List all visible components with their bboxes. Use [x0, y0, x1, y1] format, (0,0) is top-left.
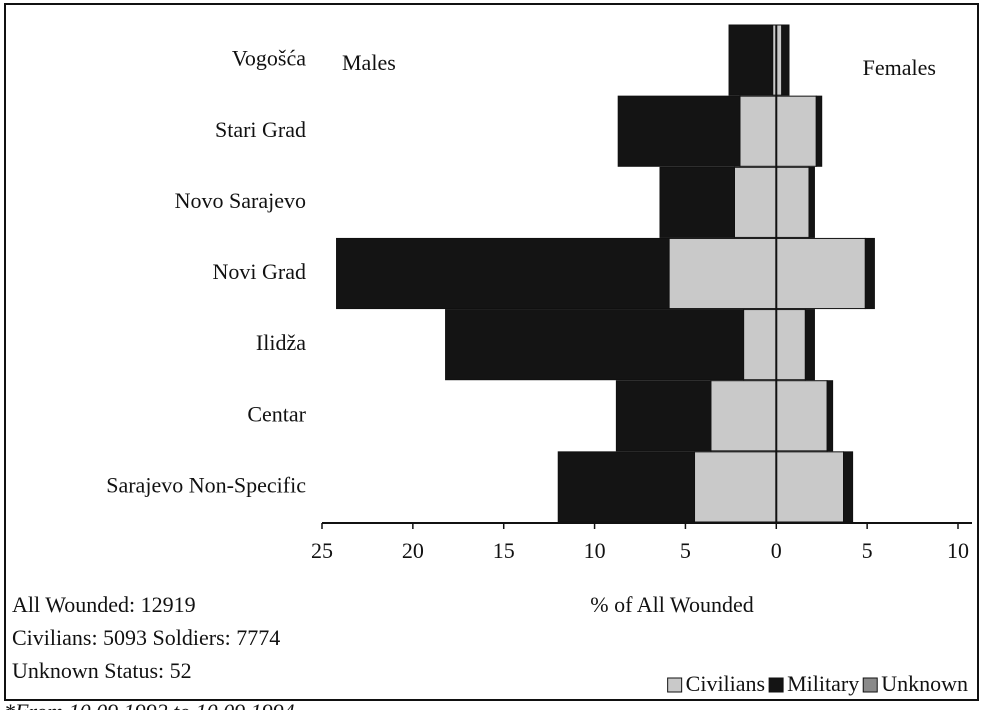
left-label: Males — [342, 50, 396, 75]
x-tick-label: 5 — [680, 538, 691, 563]
legend-label: Military — [787, 671, 859, 696]
category-label: Centar — [247, 401, 306, 426]
bar-segment — [743, 309, 777, 381]
bar-segment — [775, 166, 810, 238]
bar-segment — [775, 380, 828, 452]
x-tick-label: 10 — [947, 538, 969, 563]
bar-segment — [775, 95, 817, 167]
category-label: Vogošća — [232, 46, 306, 71]
bar-segment — [775, 237, 866, 310]
note: All Wounded: 12919 — [12, 592, 196, 617]
bar-segment — [733, 166, 777, 238]
footnote: *From 10.09.1992 to 10.09.1994 — [4, 699, 295, 710]
legend-swatch — [667, 677, 683, 693]
category-label: Stari Grad — [215, 117, 306, 142]
bar-segment — [739, 95, 777, 167]
category-label: Novi Grad — [213, 259, 306, 284]
bar-segment — [710, 380, 777, 452]
bar-segment — [659, 166, 735, 238]
x-tick-label: 25 — [311, 538, 333, 563]
bar-segment — [815, 95, 823, 167]
bar-segment — [557, 451, 696, 523]
category-label: Novo Sarajevo — [175, 188, 306, 213]
category-label: Ilidža — [256, 330, 306, 355]
bar-segment — [336, 237, 670, 310]
bar-segment — [804, 309, 815, 381]
legend-swatch — [768, 677, 784, 693]
note: Civilians: 5093 Soldiers: 7774 — [12, 625, 280, 650]
x-axis-label: % of All Wounded — [590, 592, 753, 617]
frame — [4, 3, 979, 701]
right-label: Females — [863, 55, 936, 80]
bar-segment — [843, 451, 854, 523]
x-tick-label: 5 — [862, 538, 873, 563]
bar-segment — [615, 380, 712, 452]
x-tick-label: 20 — [402, 538, 424, 563]
x-tick-label: 0 — [771, 538, 782, 563]
bar-segment — [864, 237, 875, 310]
bar-segment — [775, 309, 806, 381]
legend-label: Civilians — [686, 671, 765, 696]
bar-segment — [781, 24, 790, 96]
legend-swatch — [862, 677, 878, 693]
bar-segment — [808, 166, 815, 238]
bar-segment — [826, 380, 834, 452]
legend-label: Unknown — [881, 671, 968, 696]
x-tick-label: 15 — [493, 538, 515, 563]
bar-segment — [668, 237, 777, 310]
note: Unknown Status: 52 — [12, 658, 192, 683]
bar-segment — [445, 309, 745, 381]
bar-segment — [617, 95, 741, 167]
category-label: Sarajevo Non-Specific — [106, 472, 306, 497]
bar-segment — [775, 451, 845, 523]
x-tick-label: 10 — [584, 538, 606, 563]
bar-segment — [728, 24, 774, 96]
bar-segment — [694, 451, 777, 523]
